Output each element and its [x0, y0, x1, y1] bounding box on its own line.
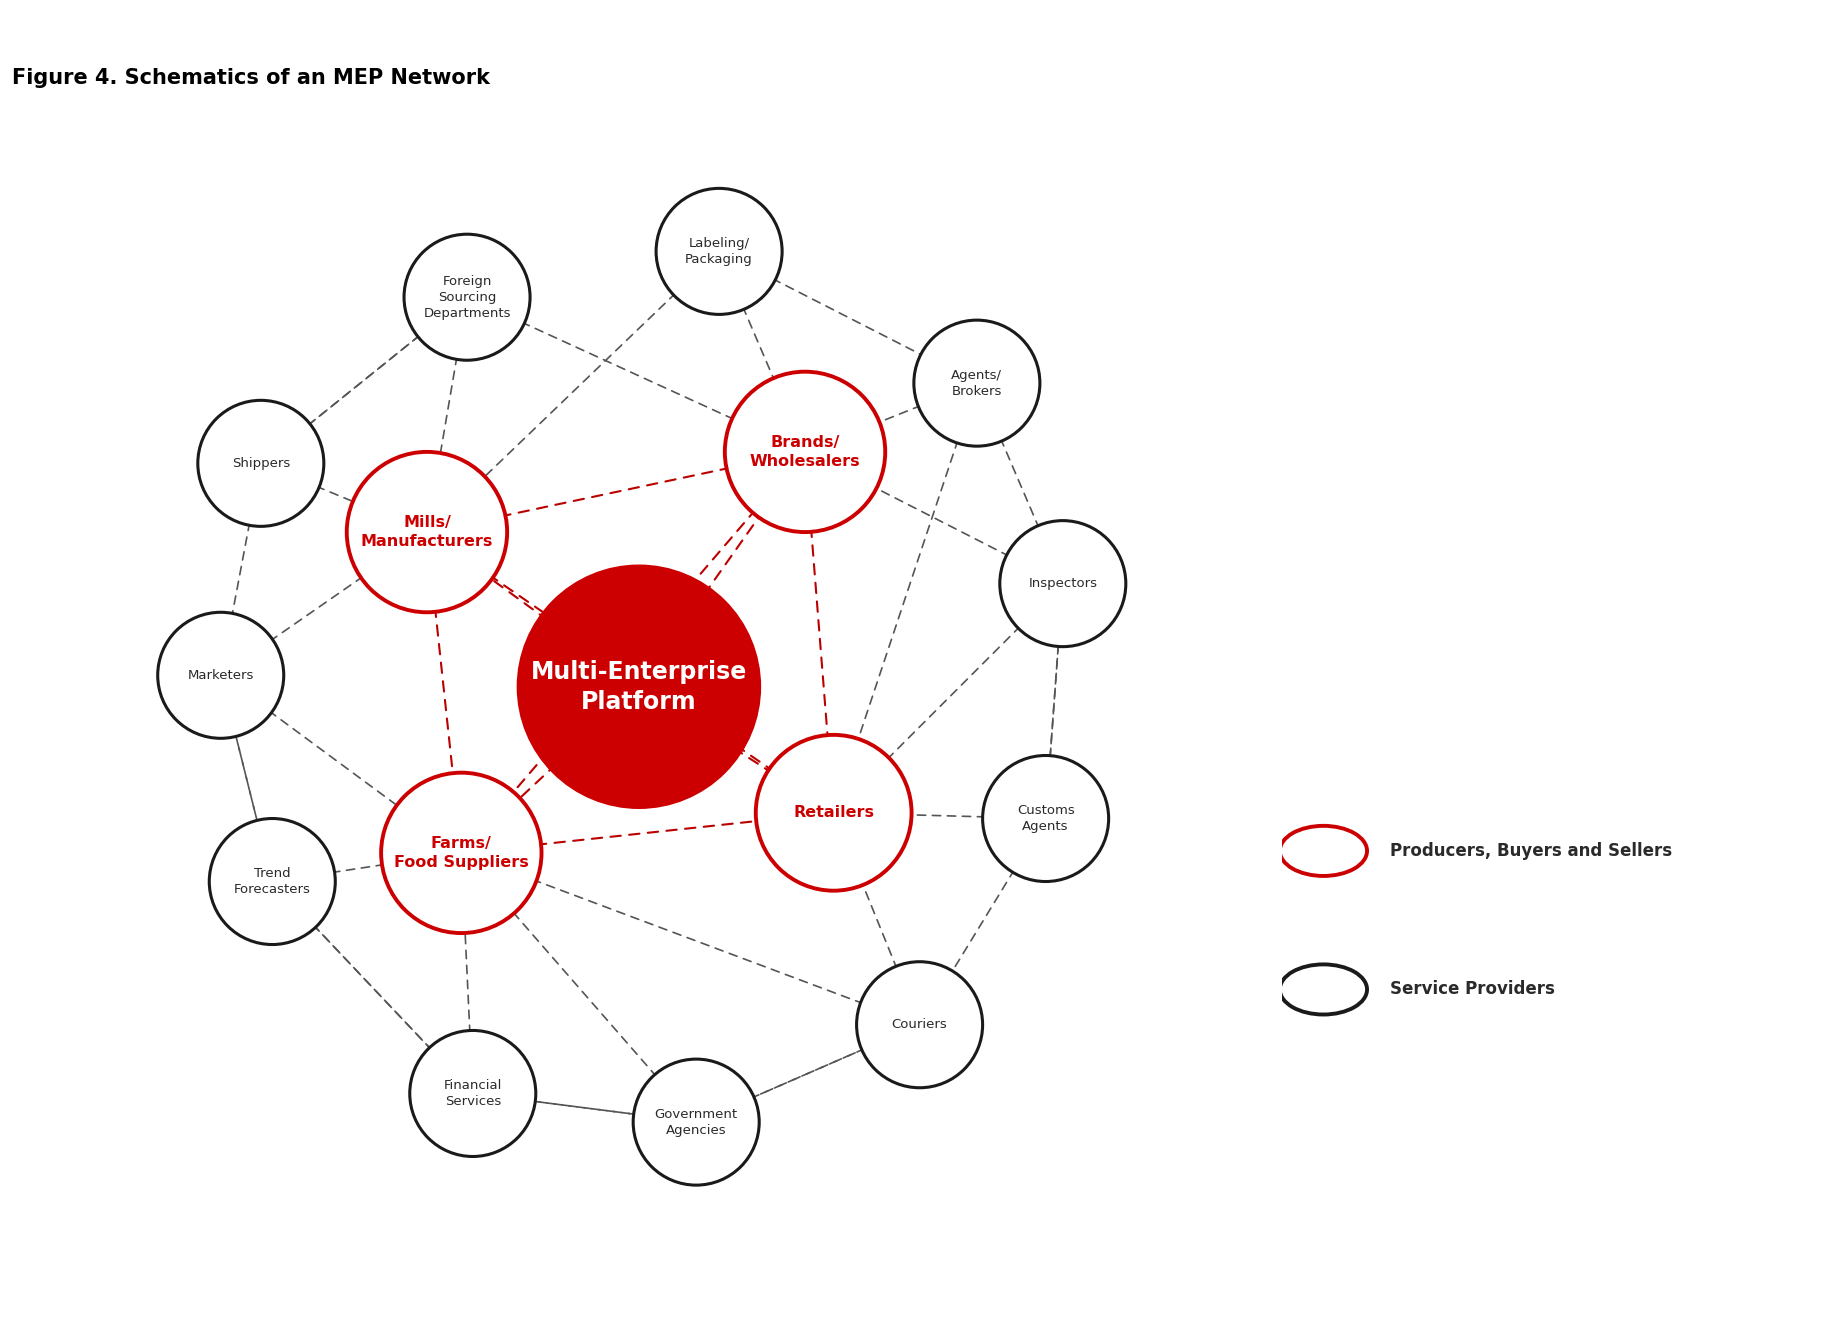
Circle shape: [405, 234, 529, 360]
Circle shape: [209, 819, 335, 945]
Circle shape: [381, 773, 542, 933]
Circle shape: [857, 962, 982, 1088]
Text: Farms/
Food Suppliers: Farms/ Food Suppliers: [394, 836, 529, 870]
Circle shape: [757, 734, 912, 891]
Text: Figure 4. Schematics of an MEP Network: Figure 4. Schematics of an MEP Network: [11, 68, 489, 87]
Circle shape: [1281, 965, 1367, 1014]
Circle shape: [982, 756, 1108, 882]
Text: Labeling/
Packaging: Labeling/ Packaging: [685, 237, 753, 265]
Circle shape: [1000, 521, 1127, 647]
Text: Agents/
Brokers: Agents/ Brokers: [951, 369, 1002, 398]
Text: Couriers: Couriers: [892, 1018, 947, 1032]
Circle shape: [914, 320, 1041, 446]
Text: Retailers: Retailers: [793, 805, 874, 820]
Circle shape: [410, 1030, 535, 1156]
Text: Inspectors: Inspectors: [1028, 578, 1097, 590]
Text: Foreign
Sourcing
Departments: Foreign Sourcing Departments: [423, 275, 511, 320]
Text: Brands/
Wholesalers: Brands/ Wholesalers: [749, 436, 861, 469]
Circle shape: [725, 371, 885, 532]
Text: Marketers: Marketers: [187, 669, 255, 682]
Circle shape: [1281, 825, 1367, 876]
Circle shape: [634, 1059, 758, 1185]
Text: Trend
Forecasters: Trend Forecasters: [234, 867, 311, 896]
Text: Producers, Buyers and Sellers: Producers, Buyers and Sellers: [1390, 842, 1673, 860]
Text: Customs
Agents: Customs Agents: [1017, 804, 1075, 833]
Circle shape: [346, 452, 507, 612]
Text: Shippers: Shippers: [231, 457, 289, 470]
Circle shape: [198, 401, 324, 527]
Text: Mills/
Manufacturers: Mills/ Manufacturers: [361, 516, 493, 549]
Text: Service Providers: Service Providers: [1390, 981, 1555, 998]
Circle shape: [158, 612, 284, 738]
Text: Government
Agencies: Government Agencies: [654, 1108, 738, 1136]
Text: Multi-Enterprise
Platform: Multi-Enterprise Platform: [531, 659, 747, 714]
Circle shape: [518, 567, 758, 807]
Text: Financial
Services: Financial Services: [443, 1079, 502, 1108]
Circle shape: [656, 189, 782, 315]
